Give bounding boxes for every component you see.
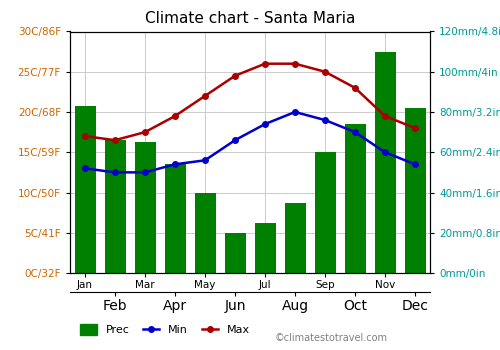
Title: Climate chart - Santa Maria: Climate chart - Santa Maria <box>145 11 355 26</box>
Bar <box>134 142 156 273</box>
Bar <box>194 193 216 273</box>
Bar <box>284 203 306 273</box>
Bar <box>404 108 425 273</box>
Bar <box>314 152 336 273</box>
Bar <box>374 51 396 273</box>
Bar <box>104 140 126 273</box>
Bar <box>344 124 366 273</box>
Bar <box>224 233 246 273</box>
Bar <box>164 164 186 273</box>
Text: ©climatestotravel.com: ©climatestotravel.com <box>275 333 388 343</box>
Bar <box>74 106 96 273</box>
Legend: Prec, Min, Max: Prec, Min, Max <box>76 320 254 340</box>
Bar <box>254 223 276 273</box>
